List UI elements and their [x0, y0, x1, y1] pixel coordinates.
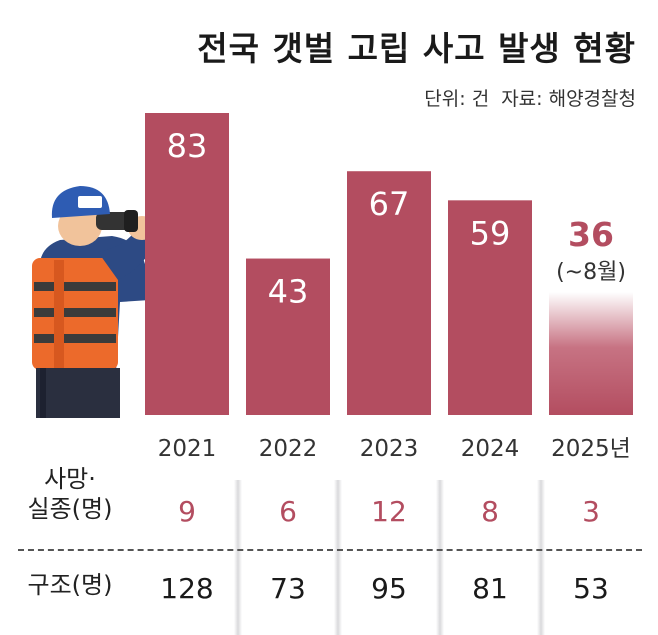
- death-count-cell: 8: [481, 495, 499, 528]
- bar-2024: [448, 200, 532, 415]
- death-row-label: 사망· 실종(명): [10, 464, 130, 524]
- rescue-count-cell: 81: [472, 572, 508, 605]
- dashed-divider: [18, 549, 642, 551]
- coast-guard-binoculars-icon: [32, 186, 156, 418]
- column-separator: [436, 480, 444, 635]
- death-count-cell: 9: [178, 495, 196, 528]
- death-label-line2: 실종(명): [27, 495, 113, 523]
- x-tick-label: 2022: [259, 436, 318, 462]
- bar-chart: 83 2021 43 2022 67 2023 59 2024 36 (~8월) 2025년: [32, 113, 633, 462]
- rescue-count-cell: 53: [573, 572, 609, 605]
- rescue-count-cell: 128: [160, 572, 214, 605]
- death-count-cell: 3: [582, 495, 600, 528]
- bar-2023: [347, 171, 431, 415]
- unit-source-line: 단위: 건 자료: 해양경찰청: [424, 84, 636, 111]
- bar-value-label: 67: [369, 185, 410, 223]
- chart-title: 전국 갯벌 고립 사고 발생 현황: [197, 29, 636, 68]
- bar-value-label: 83: [167, 127, 208, 165]
- rescue-row-label: 구조(명): [27, 571, 113, 599]
- column-separator: [234, 480, 242, 635]
- x-tick-label: 2025년: [551, 436, 631, 462]
- column-separator: [334, 480, 342, 635]
- rescue-count-cell: 73: [270, 572, 306, 605]
- x-tick-label: 2024: [461, 436, 520, 462]
- bar-value-label: 59: [470, 214, 511, 252]
- bars-group: 83 2021 43 2022 67 2023 59 2024 36 (~8월) 2025년: [145, 113, 633, 462]
- death-count-cell: 12: [371, 495, 407, 528]
- rescue-count-cell: 95: [371, 572, 407, 605]
- bar-partial-note: (~8월): [556, 260, 626, 285]
- source-label: 자료: 해양경찰청: [501, 88, 636, 110]
- bar-2025년: [549, 292, 633, 415]
- column-separator: [537, 480, 545, 635]
- unit-label: 단위: 건: [424, 88, 490, 110]
- bar-2021: [145, 113, 229, 415]
- death-label-line1: 사망·: [44, 465, 96, 493]
- x-tick-label: 2021: [158, 436, 217, 462]
- bar-2022: [246, 258, 330, 415]
- bar-value-label: 43: [268, 273, 309, 311]
- bar-value-label: 36: [568, 215, 614, 254]
- death-count-cell: 6: [279, 495, 297, 528]
- x-tick-label: 2023: [360, 436, 419, 462]
